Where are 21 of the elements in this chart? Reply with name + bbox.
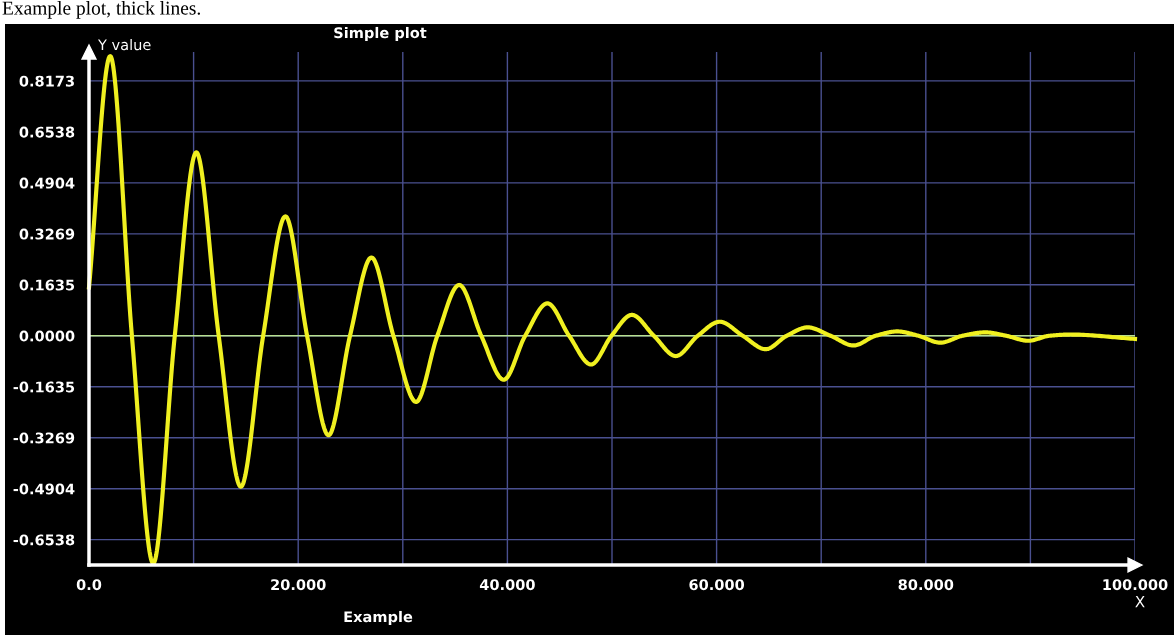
x-tick-label: 40.000 <box>479 579 535 591</box>
y-tick-label: -0.4904 <box>13 483 75 495</box>
y-tick-label: -0.3269 <box>13 432 75 444</box>
y-tick-label: -0.6538 <box>13 534 75 546</box>
x-axis-title: Example <box>344 610 413 626</box>
text: Example plot, thick lines. <box>2 1 200 19</box>
x-tick-label: 0.0 <box>76 579 102 591</box>
y-tick-label: 0.6538 <box>19 126 75 138</box>
y-tick-label: 0.8173 <box>19 75 74 87</box>
x-tick-label: 60.000 <box>689 579 745 591</box>
chart-title: Simple plot <box>334 26 427 42</box>
x-tick-label: 20.000 <box>271 579 326 591</box>
y-tick-label: 0.0000 <box>19 330 75 342</box>
y-tick-label: 0.1635 <box>19 279 75 291</box>
text: X <box>1135 596 1145 608</box>
y-tick-label: 0.4904 <box>19 177 75 189</box>
x-tick-label: 80.000 <box>898 579 954 591</box>
y-tick-label: 0.3269 <box>19 228 75 240</box>
y-axis-title: Y value <box>97 38 151 51</box>
y-tick-label: -0.1635 <box>13 381 75 393</box>
x-tick-label: 100.000 <box>1103 579 1168 591</box>
